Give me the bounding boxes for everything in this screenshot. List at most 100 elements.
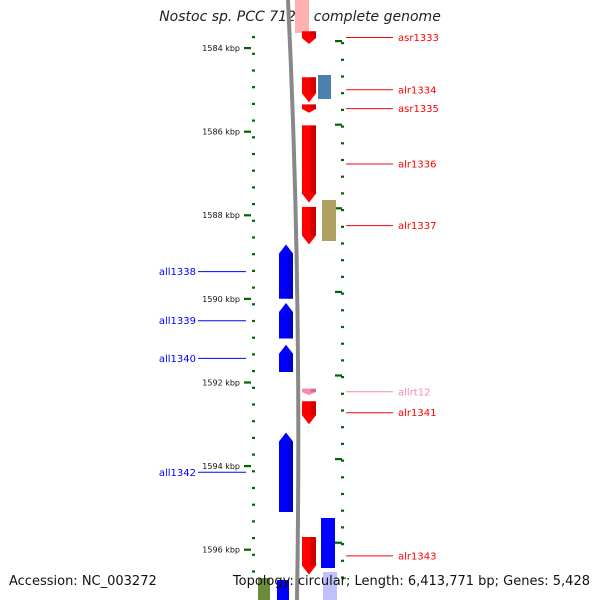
kbp-tick <box>244 47 251 50</box>
tick-mark <box>341 275 344 278</box>
gene-label-alr1334[interactable]: alr1334 <box>398 85 436 96</box>
kbp-label: 1594 kbp <box>202 462 240 471</box>
tick-mark <box>341 158 344 162</box>
tick-mark <box>341 309 344 312</box>
tick-mark <box>252 286 255 289</box>
kbp-tick <box>335 374 342 377</box>
feature-block <box>258 578 270 600</box>
tick-mark <box>341 92 344 95</box>
tick-mark <box>341 509 344 512</box>
feature-block <box>321 518 335 568</box>
kbp-tick <box>244 548 251 551</box>
kbp-label: 1584 kbp <box>202 44 240 53</box>
tick-mark <box>341 58 344 61</box>
tick-mark <box>252 436 255 439</box>
kbp-label: 1596 kbp <box>202 546 240 555</box>
gene-shade <box>287 353 293 372</box>
tick-mark <box>252 152 255 156</box>
gene-arrow-alr1341[interactable] <box>302 401 316 425</box>
kbp-label: 1592 kbp <box>202 378 240 387</box>
tick-mark <box>252 319 255 323</box>
tick-mark <box>341 526 344 529</box>
feature-block <box>318 75 331 99</box>
tick-mark <box>341 75 344 78</box>
gene-arrow-allrt12[interactable] <box>302 388 316 395</box>
gene-arrow-alr1336[interactable] <box>302 125 316 203</box>
tick-mark <box>252 486 255 490</box>
feature-block <box>277 580 289 600</box>
gene-arrow-asr1333[interactable] <box>302 31 316 44</box>
gene-label-alr1343[interactable]: alr1343 <box>398 551 436 562</box>
tick-mark <box>252 420 255 423</box>
tick-mark <box>341 576 344 579</box>
tick-mark <box>252 136 255 139</box>
gene-shade <box>310 104 316 110</box>
gene-label-all1339[interactable]: all1339 <box>159 316 196 327</box>
kbp-tick <box>244 214 251 217</box>
gene-label-alr1336[interactable]: alr1336 <box>398 159 436 170</box>
kbp-label: 1588 kbp <box>202 211 240 220</box>
tick-mark <box>252 537 255 540</box>
gene-shade <box>310 206 316 236</box>
kbp-label: 1586 kbp <box>202 128 240 137</box>
tick-mark <box>341 376 344 379</box>
tick-mark <box>252 370 255 373</box>
kbp-tick <box>244 297 251 300</box>
gene-shade <box>310 125 316 194</box>
gene-track <box>279 31 316 575</box>
tick-mark <box>252 453 255 456</box>
gene-arrow-alr1337[interactable] <box>302 206 316 245</box>
tick-mark <box>341 108 344 111</box>
feature-block <box>295 0 309 33</box>
gene-label-allrt12[interactable]: allrt12 <box>398 387 430 398</box>
tick-mark <box>252 52 255 55</box>
tick-mark <box>252 470 255 473</box>
tick-mark <box>341 476 344 479</box>
gene-arrow-all1340[interactable] <box>279 344 293 372</box>
tick-mark <box>341 392 344 395</box>
gene-label-asr1335[interactable]: asr1335 <box>398 104 439 115</box>
gene-label-all1340[interactable]: all1340 <box>159 354 196 365</box>
tick-mark <box>252 503 255 506</box>
tick-mark <box>341 259 344 262</box>
tick-mark <box>341 426 344 429</box>
tick-mark <box>341 142 344 145</box>
gene-arrow-all1338[interactable] <box>279 244 293 299</box>
gene-arrow-asr1335[interactable] <box>302 104 316 113</box>
gene-label-all1342[interactable]: all1342 <box>159 468 196 479</box>
tick-mark <box>341 359 344 362</box>
kbp-scale: 1584 kbp 1586 kbp 1588 kbp 1590 kbp 1592 kbp… <box>202 40 342 555</box>
tick-mark <box>252 119 255 122</box>
gene-arrow-alr1334[interactable] <box>302 77 316 103</box>
tick-mark <box>341 292 344 295</box>
gene-label-all1338[interactable]: all1338 <box>159 267 196 278</box>
accession-text: Accession: NC_003272 <box>9 574 157 589</box>
tick-mark <box>341 492 344 496</box>
tick-mark <box>252 69 255 72</box>
tick-mark <box>341 409 344 412</box>
tick-mark <box>341 209 344 212</box>
gene-arrow-all1342[interactable] <box>279 432 293 512</box>
gene-label-alr1337[interactable]: alr1337 <box>398 221 436 232</box>
tick-mark <box>341 225 344 228</box>
tick-mark <box>252 303 255 306</box>
genome-summary: Topology: circular; Length: 6,413,771 bp… <box>232 574 590 589</box>
tick-mark <box>252 520 255 523</box>
gene-label-alr1341[interactable]: alr1341 <box>398 408 436 419</box>
tick-mark <box>252 253 255 256</box>
inner-tick-track <box>252 36 255 573</box>
gene-arrow-alr1343[interactable] <box>302 537 316 575</box>
gene-shade <box>310 77 316 94</box>
gene-arrow-all1339[interactable] <box>279 302 293 339</box>
gene-labels: asr1333 alr1334 asr1335 alr1336 alr1337 all13… <box>159 33 439 562</box>
feature-block <box>322 200 336 241</box>
tick-mark <box>252 236 255 239</box>
gene-label-asr1333[interactable]: asr1333 <box>398 33 439 44</box>
gene-shade <box>310 31 316 39</box>
kbp-tick <box>335 458 342 461</box>
kbp-tick <box>244 381 251 384</box>
tick-mark <box>252 403 255 406</box>
kbp-label: 1590 kbp <box>202 295 240 304</box>
tick-mark <box>252 269 255 272</box>
